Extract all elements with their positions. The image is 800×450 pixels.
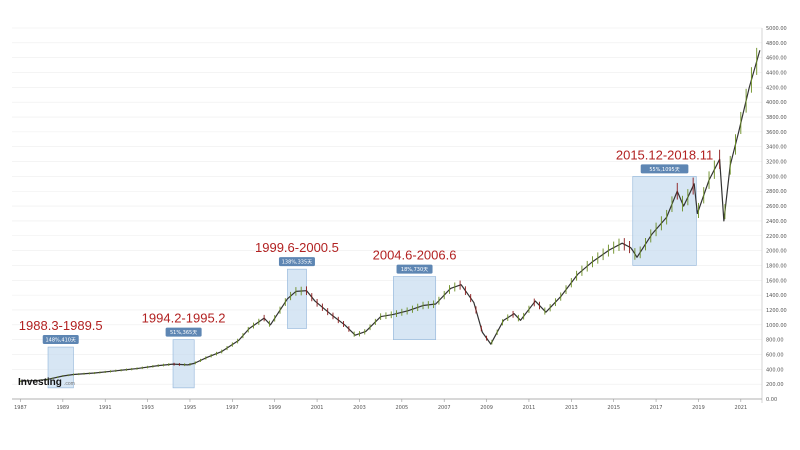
x-tick-label: 1989 <box>56 405 69 411</box>
y-axis: 0.00 200.00 400.00 600.00 800.00 1000.00 1200.… <box>761 26 787 403</box>
x-tick-label: 2021 <box>734 405 747 411</box>
y-tick-label: 1800.00 <box>766 263 787 269</box>
y-tick-label: 400.00 <box>766 367 784 373</box>
y-tick-label: 1400.00 <box>766 293 787 299</box>
y-tick-label: 4000.00 <box>766 100 787 106</box>
x-tick-label: 2017 <box>650 405 663 411</box>
x-tick-label: 1991 <box>99 405 112 411</box>
annotation-label: 1988.3-1989.5 <box>19 318 103 333</box>
y-tick-label: 4400.00 <box>766 71 787 77</box>
annotation-label: 2015.12-2018.11 <box>616 147 713 162</box>
x-axis: 1987 1989 1991 1993 1995 1997 1999 2001 2003 2005… <box>12 398 762 411</box>
watermark-suffix: .com <box>64 381 75 387</box>
y-tick-label: 3000.00 <box>766 174 787 180</box>
y-tick-label: 4800.00 <box>766 41 787 47</box>
y-tick-label: 2000.00 <box>766 249 787 255</box>
y-tick-label: 2800.00 <box>766 189 787 195</box>
annotation-tag-bg <box>278 257 315 267</box>
y-tick-label: 2400.00 <box>766 219 787 225</box>
series-line <box>20 50 761 382</box>
watermark: Investing .com <box>18 377 75 388</box>
x-tick-label: 1995 <box>184 405 197 411</box>
x-tick-label: 2005 <box>395 405 408 411</box>
y-tick-label: 200.00 <box>766 382 784 388</box>
y-tick-label: 5000.00 <box>766 26 787 32</box>
annotation-tag-bg <box>396 264 433 274</box>
y-tick-label: 4600.00 <box>766 56 787 62</box>
y-tick-label: 3800.00 <box>766 115 787 121</box>
y-tick-label: 800.00 <box>766 338 784 344</box>
x-tick-label: 1999 <box>268 405 281 411</box>
annotation-tag: 138%,335天 <box>282 260 312 266</box>
x-tick-label: 1987 <box>14 405 27 411</box>
x-tick-label: 1997 <box>226 405 239 411</box>
y-tick-label: 1000.00 <box>766 323 787 329</box>
watermark-brand: Investing <box>18 377 62 388</box>
x-tick-label: 1993 <box>141 405 154 411</box>
y-tick-label: 1200.00 <box>766 308 787 314</box>
annotation-tag-bg <box>165 327 202 337</box>
y-tick-label: 2600.00 <box>766 204 787 210</box>
x-tick-label: 2011 <box>523 405 536 411</box>
y-tick-label: 4200.00 <box>766 85 787 91</box>
annotation-tag-bg <box>42 335 79 345</box>
x-tick-label: 2015 <box>607 405 620 411</box>
y-tick-label: 3400.00 <box>766 145 787 151</box>
x-tick-label: 2007 <box>438 405 451 411</box>
annotation-label: 2004.6-2006.6 <box>373 248 457 263</box>
annotation-tag: 55%,1095天 <box>649 167 679 173</box>
annotation-boxes <box>47 176 697 389</box>
annotation-box <box>47 346 74 389</box>
x-tick-label: 2009 <box>480 405 493 411</box>
y-tick-label: 600.00 <box>766 352 784 358</box>
x-tick-label: 2003 <box>353 405 366 411</box>
x-tick-label: 2013 <box>565 405 578 411</box>
annotation-tag-bg <box>640 164 689 174</box>
annotation-label: 1999.6-2000.5 <box>255 240 339 255</box>
series-line-group <box>20 47 761 382</box>
annotation-box <box>632 176 697 266</box>
y-tick-label: 1600.00 <box>766 278 787 284</box>
annotation-tag: 18%,730天 <box>401 267 428 273</box>
y-tick-label: 2200.00 <box>766 234 787 240</box>
annotation-labels: 148%,410天 1988.3-1989.5 51%,365天 1994.2-199… <box>19 147 713 345</box>
annotation-tag: 51%,365天 <box>170 330 197 336</box>
annotation-tag: 148%,410天 <box>46 338 76 344</box>
annotation-label: 1994.2-1995.2 <box>142 311 226 326</box>
x-tick-label: 2019 <box>692 405 705 411</box>
y-tick-label: 3600.00 <box>766 130 787 136</box>
y-tick-label: 0.00 <box>766 397 777 403</box>
y-tick-label: 3200.00 <box>766 160 787 166</box>
x-tick-label: 2001 <box>311 405 324 411</box>
